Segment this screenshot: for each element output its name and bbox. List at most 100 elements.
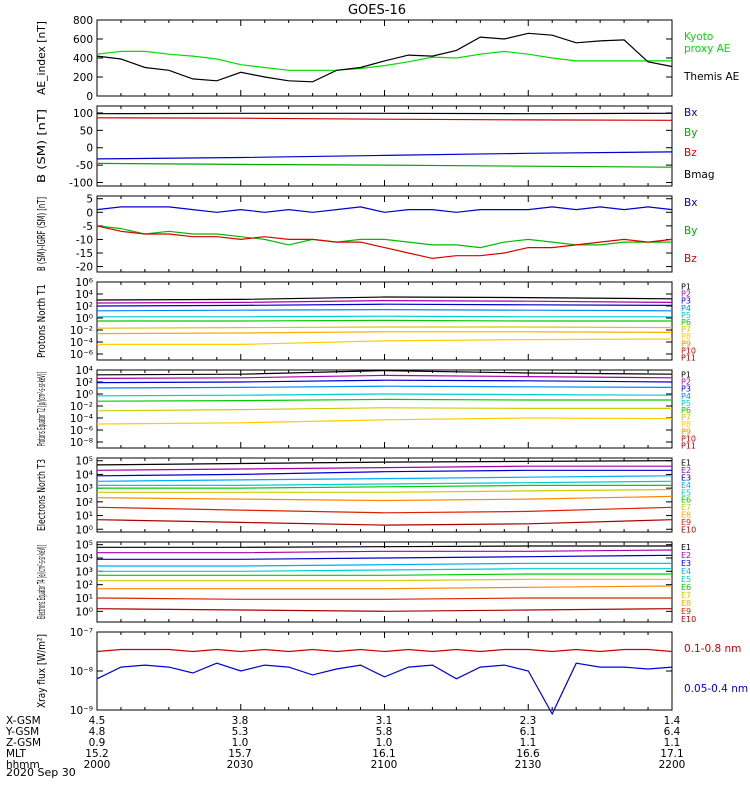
ephemeris-value: 2.3	[520, 715, 537, 727]
legend-label: E5	[681, 488, 691, 497]
series-line-p4	[96, 309, 673, 312]
y-tick-label: 5	[86, 194, 93, 206]
legend-label: P3	[681, 297, 691, 306]
ephemeris-value: 1.0	[376, 737, 393, 749]
y-tick-label: 0	[86, 91, 93, 103]
ephemeris-value: 3.8	[232, 715, 249, 727]
legend-label: By	[684, 225, 697, 237]
series-line-e10	[96, 519, 673, 526]
series-line-e4	[97, 562, 672, 567]
y-axis-label: Xray flux [W/m²]	[36, 634, 48, 708]
y-tick-label: 10⁻⁴	[70, 337, 93, 349]
legend-label: P7	[681, 325, 691, 334]
series-line-bx	[96, 151, 673, 160]
y-tick-label: 600	[73, 34, 93, 46]
legend-label: Bx	[684, 107, 697, 119]
series-line-p1	[96, 369, 673, 376]
ephemeris-label: hhmm	[6, 759, 40, 771]
ephemeris-value: 0.9	[89, 737, 106, 749]
y-tick-label: 10⁻⁶	[70, 349, 93, 361]
y-tick-label: 800	[73, 15, 93, 27]
legend-label: P10	[681, 434, 696, 443]
y-axis-label-text: B (SM)-IGRF (SM) [nT]	[36, 197, 48, 271]
series-line-e8	[97, 585, 673, 590]
y-axis-label: Protons Equator T2 [p/(cm²-s-sr-keV)]	[36, 372, 48, 446]
ephemeris-value: 6.1	[520, 726, 537, 738]
series-line-e2	[96, 465, 672, 471]
series-line-p3	[96, 303, 673, 307]
series-line-themis-ae	[96, 32, 673, 83]
legend-label: E2	[681, 466, 691, 475]
y-axis-label: Electrons Equator T4 [e/(cm²-s-sr-keV)]	[36, 545, 48, 619]
series-line-e9	[96, 597, 672, 600]
y-tick-label: 10¹	[75, 511, 93, 523]
legend-label: 0.1-0.8 nm	[684, 643, 741, 655]
y-axis-label-text: Xray flux [W/m²]	[36, 634, 48, 708]
y-tick-label: 10⁻⁸	[70, 437, 93, 449]
series-line-p1	[96, 296, 673, 301]
legend-label: E10	[681, 525, 696, 534]
series-line-by	[96, 162, 673, 168]
legend-label: P5	[681, 311, 691, 320]
series-line-e3	[96, 469, 672, 477]
legend-label: P5	[681, 399, 691, 408]
panel-3: -20 -15 -10-5 05 B (SM)-IGRF (SM) [nT] Bx By Bz	[36, 194, 697, 274]
series-line-p5	[97, 315, 672, 318]
legend-label: E8	[681, 511, 691, 520]
y-tick-label: 50	[80, 125, 93, 137]
y-tick-label: -100	[69, 178, 93, 190]
y-axis-label: Protons North T1	[36, 284, 48, 358]
ephemeris-value: 16.6	[516, 748, 540, 760]
y-tick-label: -50	[76, 160, 93, 172]
legend-label: Bmag	[684, 169, 715, 181]
series-line-p6	[96, 398, 672, 402]
y-tick-label: 10⁻⁴	[70, 413, 93, 425]
ephemeris-value: 5.3	[232, 726, 249, 738]
y-axis-label: Electrons North T3	[36, 459, 48, 531]
legend-label: Themis AE	[683, 71, 739, 83]
y-tick-label: 10²	[75, 301, 93, 313]
figure-title: GOES-16	[348, 3, 406, 18]
ephemeris-value: 2000	[84, 759, 111, 771]
series-line-e1	[96, 460, 673, 466]
y-tick-label: 0	[86, 143, 93, 155]
legend-label: E6	[681, 496, 691, 505]
legend-label: P1	[681, 283, 691, 292]
y-tick-label: 100	[73, 108, 93, 120]
legend-label: E1	[681, 543, 691, 552]
y-tick-label: -5	[83, 221, 93, 233]
y-tick-label: 10³	[75, 566, 93, 578]
ephemeris-label: Y-GSM	[5, 726, 39, 738]
series-line-e2	[97, 549, 673, 554]
legend-label: E9	[681, 518, 691, 527]
y-tick-label: 400	[73, 53, 93, 65]
y-tick-label: 10⁴	[75, 289, 93, 301]
legend-label: E1	[681, 459, 691, 468]
legend-label: Kyoto	[684, 31, 713, 43]
y-tick-label: 10¹	[75, 593, 93, 605]
series-line-bz	[96, 117, 673, 121]
y-tick-label: 10⁴	[75, 469, 93, 481]
series-line-0-1-0-8-nm	[96, 648, 673, 653]
legend-label: P1	[681, 371, 691, 380]
panel-2: -100 -50 0 50 100 B (SM) [nT] Bx By Bz Bmag	[36, 105, 715, 190]
y-tick-label: 10⁻⁸	[70, 666, 93, 678]
series-line-e8	[96, 495, 673, 502]
ephemeris-value: 16.1	[372, 748, 395, 760]
y-tick-label: 10⁻²	[70, 401, 93, 413]
series-line-p3	[96, 379, 673, 384]
series-line-p2	[96, 374, 673, 379]
legend-label: P4	[681, 304, 691, 313]
ephemeris-value: 3.1	[376, 715, 393, 727]
legend-label: P6	[681, 406, 691, 415]
panel-frame	[96, 19, 673, 97]
series-line-p4	[96, 385, 673, 389]
ephemeris-value: 6.4	[664, 726, 681, 738]
legend-label: P6	[681, 318, 691, 327]
y-tick-label: 10⁰	[75, 606, 93, 618]
